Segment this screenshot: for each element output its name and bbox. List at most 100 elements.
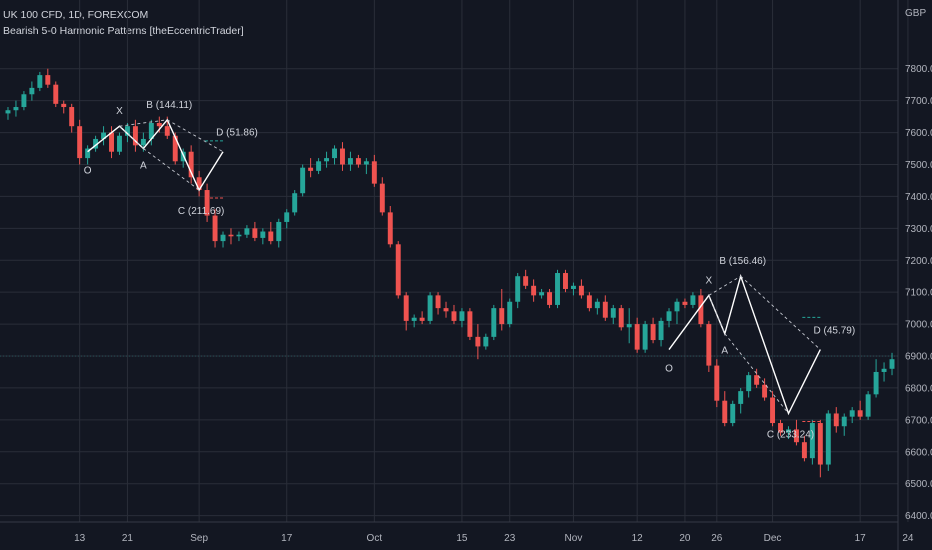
y-tick-label: 6500.0 bbox=[905, 479, 932, 490]
y-tick-label: 6700.0 bbox=[905, 415, 932, 426]
candle-body bbox=[347, 158, 353, 165]
candle-body bbox=[793, 429, 799, 443]
candle-body bbox=[260, 231, 266, 238]
y-tick-label: 6900.0 bbox=[905, 352, 932, 363]
candle-body bbox=[817, 423, 823, 465]
candle-body bbox=[117, 135, 122, 152]
y-tick-label: 7300.0 bbox=[905, 224, 932, 235]
candle-body bbox=[459, 311, 465, 321]
candle-body bbox=[395, 244, 401, 296]
pattern-ratio-line bbox=[708, 275, 741, 296]
candle-body bbox=[754, 375, 760, 385]
candle-body bbox=[523, 276, 529, 286]
candle-body bbox=[228, 234, 234, 237]
candle-body bbox=[555, 273, 560, 305]
candle-body bbox=[618, 308, 624, 328]
candle-body bbox=[37, 75, 43, 88]
candle-body bbox=[371, 161, 377, 184]
candle-body bbox=[148, 122, 154, 139]
candle-body bbox=[140, 138, 146, 146]
pattern-ratio-line bbox=[708, 295, 726, 334]
candle-body bbox=[29, 87, 35, 95]
pattern-ratio-line bbox=[167, 119, 224, 153]
candle-body bbox=[690, 295, 696, 305]
candle-body bbox=[69, 107, 75, 127]
x-tick-label: 12 bbox=[632, 533, 644, 544]
candle-body bbox=[77, 126, 83, 159]
candle-body bbox=[507, 301, 513, 325]
pattern-ratio-line bbox=[119, 119, 168, 127]
candle-body bbox=[93, 138, 99, 149]
candle-body bbox=[204, 190, 210, 216]
candle-body bbox=[698, 295, 704, 325]
x-tick-label: 21 bbox=[122, 533, 134, 544]
candle-body bbox=[634, 324, 640, 350]
candle-body bbox=[833, 413, 839, 427]
indicator-title: Bearish 5-0 Harmonic Patterns [theEccent… bbox=[3, 25, 244, 37]
y-axis: 6400.0 6500.0 6600.0 6700.0 6800.0 6900.0 7000… bbox=[897, 0, 932, 550]
candle-body bbox=[674, 301, 680, 312]
y-tick-label: 7100.0 bbox=[905, 288, 932, 299]
candle-body bbox=[499, 308, 505, 325]
candle-body bbox=[658, 320, 664, 341]
candles bbox=[5, 68, 895, 478]
candle-body bbox=[411, 317, 417, 321]
x-tick-label: Nov bbox=[565, 533, 583, 544]
candle-body bbox=[746, 375, 752, 392]
candle-body bbox=[172, 135, 178, 162]
pattern-label-b: B (144.11) bbox=[146, 100, 192, 111]
candle-body bbox=[762, 384, 768, 398]
pattern-legs bbox=[668, 273, 821, 416]
candle-body bbox=[714, 365, 720, 401]
candle-body bbox=[873, 371, 879, 395]
candle-body bbox=[124, 126, 130, 136]
pattern-ratio-line bbox=[724, 333, 789, 414]
candle-body bbox=[355, 158, 361, 165]
y-tick-label: 6800.0 bbox=[905, 383, 932, 394]
x-tick-label: 23 bbox=[504, 533, 516, 544]
candle-body bbox=[188, 151, 194, 178]
x-tick-label: 24 bbox=[902, 533, 914, 544]
candle-body bbox=[849, 410, 855, 417]
candle-body bbox=[268, 231, 274, 242]
candle-body bbox=[324, 158, 330, 162]
x-tick-label: 17 bbox=[281, 533, 293, 544]
y-tick-label: 7400.0 bbox=[905, 192, 932, 203]
pattern-label-d: D (51.86) bbox=[216, 128, 258, 139]
candle-body bbox=[650, 324, 656, 341]
candle-body bbox=[332, 148, 337, 159]
candle-body bbox=[578, 285, 584, 296]
candle-body bbox=[435, 295, 441, 309]
pattern-label-a: A bbox=[140, 161, 147, 172]
candle-body bbox=[387, 212, 393, 245]
pattern-label-a: A bbox=[721, 346, 728, 357]
candle-body bbox=[801, 442, 807, 459]
currency-label: GBP bbox=[905, 8, 926, 19]
pattern-label-c: C (233.24) bbox=[767, 429, 814, 440]
candle-body bbox=[602, 301, 608, 318]
y-tick-label: 7500.0 bbox=[905, 160, 932, 171]
candle-body bbox=[722, 400, 728, 424]
candle-body bbox=[666, 311, 672, 321]
candle-body bbox=[164, 126, 170, 136]
x-tick-label: Oct bbox=[367, 533, 383, 544]
candle-body bbox=[220, 234, 226, 242]
candle-body bbox=[212, 215, 218, 242]
candle-body bbox=[770, 397, 776, 424]
candle-body bbox=[467, 311, 473, 337]
x-tick-label: 26 bbox=[711, 533, 723, 544]
candle-body bbox=[642, 324, 648, 350]
candle-body bbox=[483, 336, 489, 347]
x-tick-label: 13 bbox=[74, 533, 86, 544]
candle-body bbox=[85, 148, 91, 159]
candle-body bbox=[53, 84, 59, 104]
candle-body bbox=[682, 301, 688, 305]
harmonic-patterns: O X A B (144.11) C (211.69) D (51.86) O X A B (15… bbox=[84, 100, 855, 441]
candle-body bbox=[284, 212, 290, 222]
candle-body bbox=[706, 324, 712, 366]
candle-body bbox=[427, 295, 433, 321]
pattern-legs bbox=[87, 118, 224, 192]
x-axis: 1321Sep17Oct1523Nov122026Dec17242019 bbox=[0, 521, 914, 544]
candle-body bbox=[610, 308, 616, 318]
